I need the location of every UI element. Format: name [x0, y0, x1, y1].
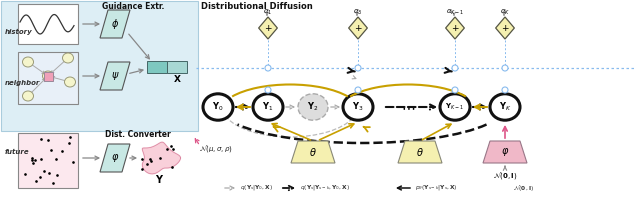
Text: +: +: [451, 23, 459, 33]
Polygon shape: [495, 17, 515, 39]
Text: $\mathcal{N}(\mathbf{0},\mathbf{I})$: $\mathcal{N}(\mathbf{0},\mathbf{I})$: [513, 183, 534, 193]
Polygon shape: [291, 141, 335, 163]
Text: Dist. Converter: Dist. Converter: [105, 130, 171, 139]
Bar: [18, 133, 78, 188]
Ellipse shape: [502, 65, 508, 71]
Ellipse shape: [298, 94, 328, 120]
Text: $q(\mathbf{Y}_s|\mathbf{Y}_{s-k},\mathbf{Y}_0,\mathbf{X})$: $q(\mathbf{Y}_s|\mathbf{Y}_{s-k},\mathbf…: [300, 183, 350, 192]
Text: $\alpha_1$: $\alpha_1$: [264, 7, 273, 17]
Polygon shape: [445, 17, 465, 39]
Polygon shape: [259, 17, 277, 39]
Text: $\mathbf{X}$: $\mathbf{X}$: [173, 72, 181, 84]
Ellipse shape: [355, 87, 361, 93]
Ellipse shape: [440, 94, 470, 120]
Text: history: history: [5, 29, 33, 35]
Ellipse shape: [22, 91, 33, 101]
Text: $\psi$: $\psi$: [111, 70, 119, 82]
Text: $\mathbf{Y}_1$: $\mathbf{Y}_1$: [262, 101, 274, 113]
Text: $\alpha_K$: $\alpha_K$: [500, 7, 510, 17]
Ellipse shape: [343, 94, 373, 120]
Text: +: +: [355, 23, 362, 33]
Text: $\theta$: $\theta$: [309, 146, 317, 158]
Text: $\mathbf{Y}_{K-1}$: $\mathbf{Y}_{K-1}$: [445, 102, 465, 112]
Polygon shape: [483, 141, 527, 163]
Ellipse shape: [65, 77, 76, 87]
Bar: [1, 1, 198, 131]
Ellipse shape: [490, 94, 520, 120]
Text: Guidance Extr.: Guidance Extr.: [102, 2, 164, 11]
Text: $\varphi$: $\varphi$: [111, 152, 119, 164]
Text: $\varphi$: $\varphi$: [501, 146, 509, 158]
Ellipse shape: [355, 65, 361, 71]
Ellipse shape: [265, 65, 271, 71]
Text: +: +: [264, 23, 272, 33]
Text: +: +: [501, 23, 509, 33]
Text: $\alpha_3$: $\alpha_3$: [353, 7, 363, 17]
Text: $\mathcal{N}(\mu,\sigma,\rho)$: $\mathcal{N}(\mu,\sigma,\rho)$: [199, 142, 233, 153]
Text: $\mathbf{Y}$: $\mathbf{Y}$: [156, 173, 164, 185]
Ellipse shape: [42, 71, 54, 81]
Polygon shape: [100, 10, 130, 38]
Ellipse shape: [63, 53, 74, 63]
Polygon shape: [100, 144, 130, 172]
Polygon shape: [100, 62, 130, 90]
Text: $\mathbf{Y}_2$: $\mathbf{Y}_2$: [307, 101, 319, 113]
Ellipse shape: [22, 57, 33, 67]
Ellipse shape: [265, 87, 271, 93]
Text: $\mathbf{Y}_0$: $\mathbf{Y}_0$: [212, 101, 224, 113]
Text: $\phi$: $\phi$: [111, 17, 119, 31]
Text: $\cdots$: $\cdots$: [401, 100, 415, 114]
Text: $\mathcal{N}(\mathbf{0},\mathbf{I})$: $\mathcal{N}(\mathbf{0},\mathbf{I})$: [493, 170, 517, 181]
Ellipse shape: [502, 87, 508, 93]
Text: $p_\theta(\mathbf{Y}_{s-k}|\mathbf{Y}_s,\mathbf{X})$: $p_\theta(\mathbf{Y}_{s-k}|\mathbf{Y}_s,…: [415, 183, 458, 192]
Ellipse shape: [253, 94, 283, 120]
Ellipse shape: [452, 65, 458, 71]
Polygon shape: [142, 142, 180, 174]
Polygon shape: [398, 141, 442, 163]
Ellipse shape: [203, 94, 233, 120]
Text: $\theta$: $\theta$: [416, 146, 424, 158]
Text: $\alpha_{K-1}$: $\alpha_{K-1}$: [446, 7, 464, 17]
Bar: [167, 61, 187, 73]
Bar: [147, 61, 167, 73]
Bar: [44, 72, 53, 81]
Bar: [18, 4, 78, 44]
Bar: [18, 52, 78, 104]
Text: $\mathbf{Y}_K$: $\mathbf{Y}_K$: [499, 101, 511, 113]
Text: $\mathbf{Y}_3$: $\mathbf{Y}_3$: [352, 101, 364, 113]
Text: $q(\mathbf{Y}_s|\mathbf{Y}_0,\mathbf{X})$: $q(\mathbf{Y}_s|\mathbf{Y}_0,\mathbf{X})…: [240, 183, 273, 192]
Text: Distributional Diffusion: Distributional Diffusion: [201, 2, 313, 11]
Polygon shape: [349, 17, 367, 39]
Text: future: future: [5, 149, 29, 155]
Ellipse shape: [452, 87, 458, 93]
Text: neighbor: neighbor: [5, 80, 40, 86]
